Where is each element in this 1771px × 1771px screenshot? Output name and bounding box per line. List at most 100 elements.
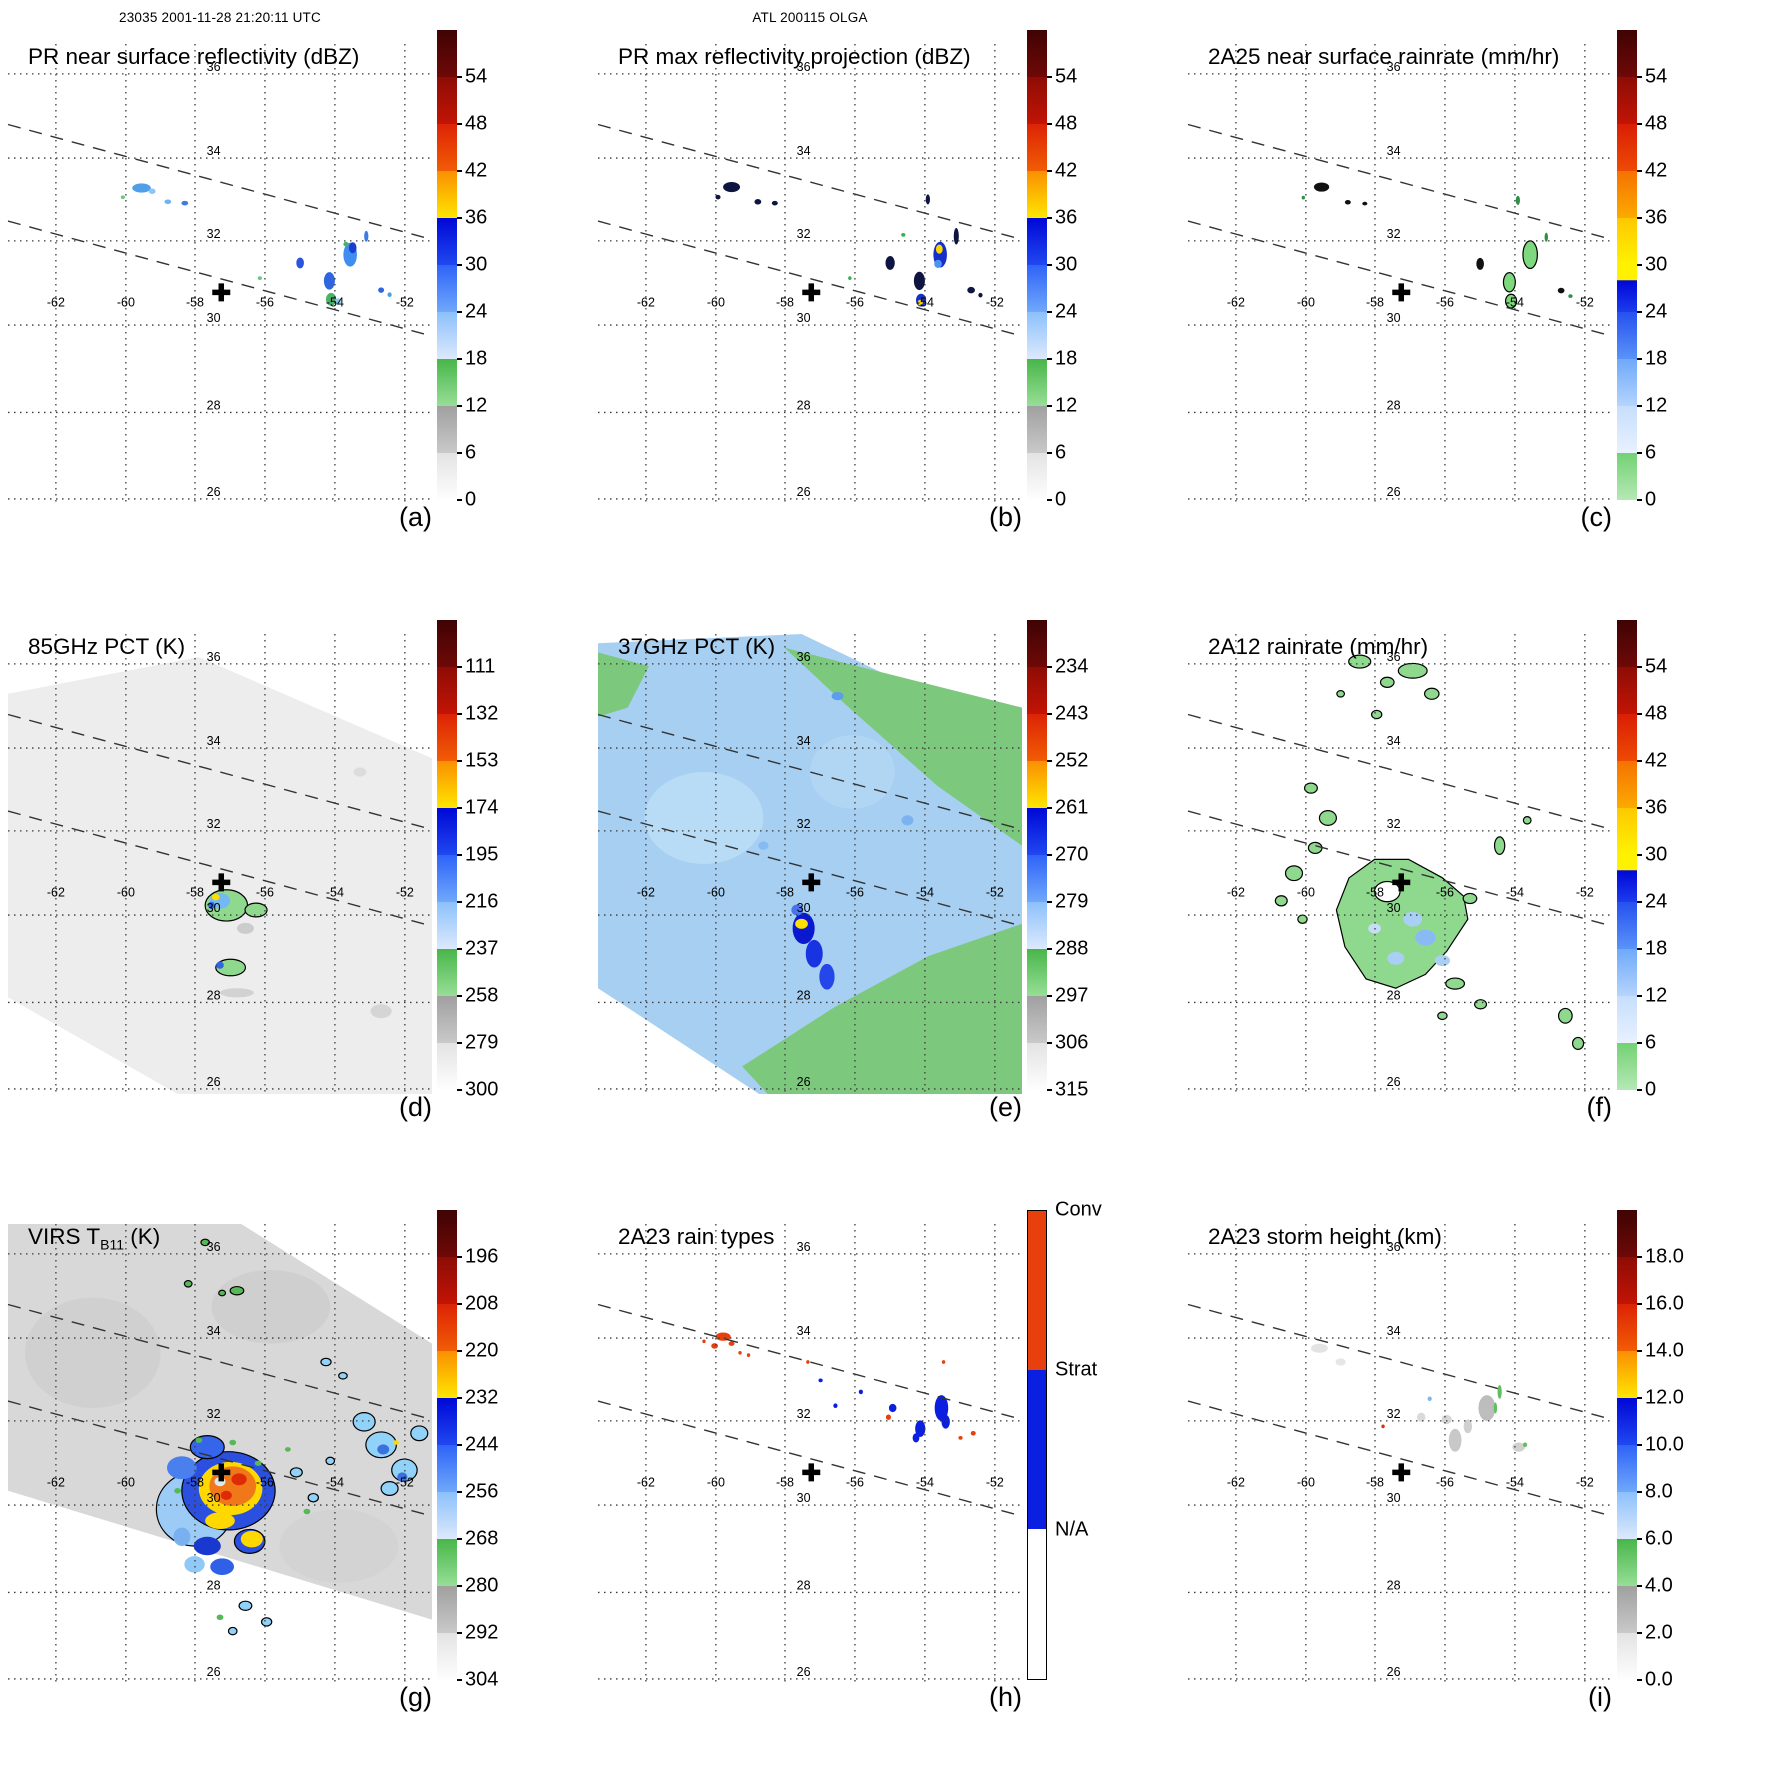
- colorbar-tick-mark: [457, 1089, 462, 1091]
- rain-feature: [758, 841, 769, 850]
- colorbar-tick-mark: [1637, 452, 1642, 454]
- lat-label: 36: [797, 650, 811, 664]
- panel-letter: (c): [1580, 502, 1612, 532]
- colorbar-segment: [437, 1257, 457, 1304]
- rain-feature: [1284, 865, 1304, 882]
- colorbar-segment: [437, 1539, 457, 1586]
- colorbar-tick-label: 12: [1645, 984, 1668, 1007]
- map-panel-c: 36 34 32 30 28 26 -62 -60 -58 -56 -54 -52 2A25 near…: [1180, 0, 1770, 590]
- rain-feature: [1373, 880, 1401, 903]
- colorbar-segment: [1617, 949, 1637, 996]
- colorbar-segment: [1027, 359, 1047, 406]
- rain-feature: [1423, 687, 1440, 700]
- lat-label: 34: [207, 144, 221, 158]
- lon-label: -56: [1436, 886, 1454, 900]
- rain-feature: [257, 276, 262, 280]
- rain-feature: [819, 963, 835, 990]
- colorbar-tick-mark: [1637, 854, 1642, 856]
- rain-feature: [791, 904, 804, 916]
- lon-label: -60: [1297, 296, 1315, 310]
- lon-label: -58: [776, 296, 794, 310]
- colorbar-category-label: Strat: [1055, 1358, 1098, 1381]
- colorbar-tick-label: 2.0: [1645, 1621, 1673, 1644]
- lon-label: -54: [326, 1476, 344, 1490]
- colorbar-segment: [1617, 1633, 1637, 1680]
- colorbar-tick-mark: [457, 217, 462, 219]
- rain-feature: [1370, 709, 1383, 720]
- rain-feature: [229, 1285, 245, 1296]
- lon-label: -52: [396, 886, 414, 900]
- panel-letter: (e): [989, 1092, 1022, 1122]
- colorbar-segment: [1617, 359, 1637, 406]
- lon-label: -54: [1506, 1476, 1524, 1490]
- rain-feature: [941, 1414, 950, 1429]
- colorbar-tick-mark: [457, 452, 462, 454]
- panel-title-text: 2A23 storm height (km): [1208, 1224, 1442, 1249]
- panel-title-text: 2A25 near surface rainrate (mm/hr): [1208, 44, 1560, 69]
- colorbar-segment: [437, 312, 457, 359]
- rain-feature: [210, 1558, 234, 1575]
- rain-feature: [935, 244, 943, 254]
- rain-feature: [410, 1425, 429, 1442]
- lat-label: 28: [1387, 988, 1401, 1002]
- rain-feature: [1381, 1424, 1385, 1429]
- lon-label: -62: [637, 1476, 655, 1490]
- colorbar-tick-label: 0: [465, 488, 477, 511]
- colorbar-tick-label: 6: [1055, 441, 1067, 464]
- colorbar-tick-mark: [1637, 123, 1642, 125]
- colorbar-tick-mark: [457, 901, 462, 903]
- rain-feature: [1274, 895, 1288, 907]
- colorbar-segment: [437, 359, 457, 406]
- swath-edge-line: [1187, 220, 1613, 337]
- lat-label: 34: [797, 734, 811, 748]
- lon-label: -58: [1366, 886, 1384, 900]
- colorbar-segment: [1027, 312, 1047, 359]
- colorbar-segment: [437, 453, 457, 500]
- colorbar-tick-mark: [457, 1350, 462, 1352]
- colorbar-tick-mark: [1047, 713, 1052, 715]
- swath-edge-line: [597, 123, 1023, 241]
- colorbar-tick-mark: [1637, 1303, 1642, 1305]
- colorbar-tick-mark: [457, 760, 462, 762]
- colorbar-tick-label: 0.0: [1645, 1668, 1673, 1691]
- colorbar-tick-label: 6: [465, 441, 477, 464]
- rain-feature: [1474, 999, 1488, 1010]
- lon-label: -58: [1366, 1476, 1384, 1490]
- lat-label: 36: [797, 60, 811, 74]
- rain-feature: [1344, 199, 1351, 205]
- colorbar-tick-label: 30: [1055, 253, 1078, 276]
- colorbar-tick-label: 36: [1645, 796, 1668, 819]
- rain-feature: [164, 199, 172, 205]
- colorbar-segment: [1617, 996, 1637, 1043]
- colorbar-tick-mark: [1637, 1256, 1642, 1258]
- rain-feature: [343, 241, 349, 247]
- map-panel-a: 23035 2001-11-28 21:20:11 UTC 36 34 32 30 28…: [0, 0, 590, 590]
- colorbar-segment: [437, 171, 457, 218]
- colorbar-tick-label: 300: [465, 1078, 499, 1101]
- colorbar-tick-mark: [457, 405, 462, 407]
- swath-edge-line: [1187, 810, 1613, 927]
- colorbar-segment: [1617, 1304, 1637, 1351]
- storm-center-marker: [212, 283, 231, 302]
- map-panel-e: 36 34 32 30 28 26 -62 -60 -58 -56 -54 -52 37GHz PCT…: [590, 590, 1180, 1180]
- rain-feature: [723, 182, 741, 193]
- colorbar-tick-mark: [1637, 358, 1642, 360]
- colorbar-segment: [437, 902, 457, 949]
- lon-label: -52: [986, 296, 1004, 310]
- colorbar-tick-label: 36: [1055, 206, 1078, 229]
- panel-title: 2A12 rainrate (mm/hr): [1208, 634, 1428, 663]
- rain-feature: [901, 233, 906, 237]
- colorbar-tick-label: 36: [465, 206, 488, 229]
- colorbar-tick-label: 10.0: [1645, 1433, 1684, 1456]
- colorbar-tick-label: 6.0: [1645, 1527, 1673, 1550]
- colorbar-segment: [1617, 1210, 1637, 1257]
- colorbar-tick-mark: [457, 854, 462, 856]
- map-canvas-b: 36 34 32 30 28 26 -62 -60 -58 -56 -54 -52: [597, 44, 1023, 504]
- rain-feature: [831, 691, 844, 701]
- colorbar-tick-mark: [1047, 264, 1052, 266]
- colorbar-tick-label: 24: [465, 300, 488, 323]
- colorbar-tick-label: 12.0: [1645, 1386, 1684, 1409]
- colorbar-tick-mark: [1047, 311, 1052, 313]
- colorbar-segment: [1027, 77, 1047, 124]
- storm-center-marker: [802, 283, 821, 302]
